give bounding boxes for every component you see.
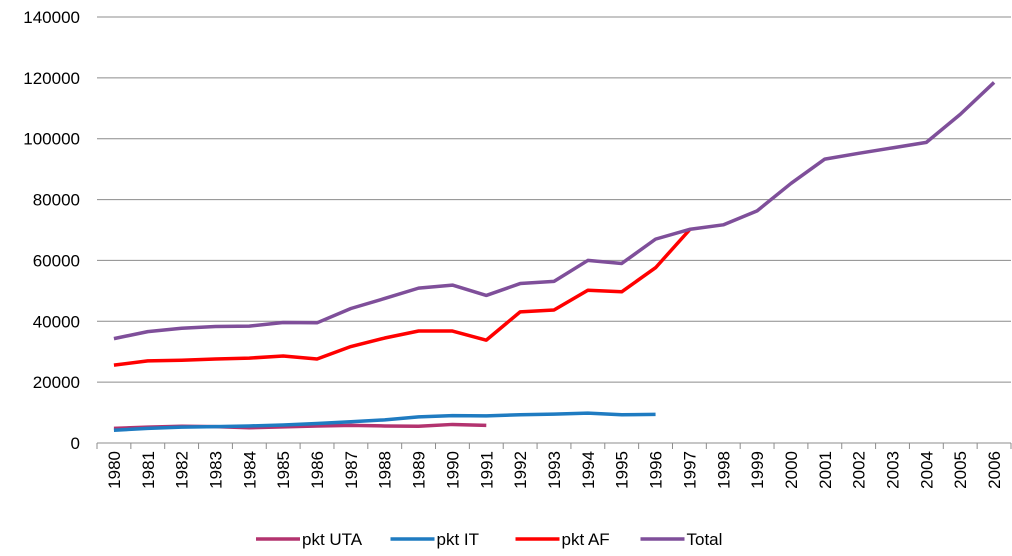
x-tick-label: 1999 [748, 451, 767, 489]
x-tick-label: 2005 [951, 451, 970, 489]
y-tick-label: 20000 [33, 373, 80, 392]
x-tick-label: 1994 [579, 451, 598, 489]
x-tick-label: 1982 [173, 451, 192, 489]
line-series [113, 411, 656, 432]
x-tick-label: 1995 [613, 451, 632, 489]
x-tick-label: 2004 [917, 451, 936, 489]
legend-label: Total [687, 530, 723, 549]
x-tick-label: 1984 [240, 451, 259, 489]
x-tick-label: 1986 [308, 451, 327, 489]
y-tick-label: 120000 [23, 69, 80, 88]
x-tick-label: 1997 [680, 451, 699, 489]
x-tick-label: 1991 [477, 451, 496, 489]
x-tick-label: 2006 [985, 451, 1004, 489]
legend-label: pkt IT [437, 530, 480, 549]
x-tick-label: 1987 [342, 451, 361, 489]
x-tick-label: 2000 [782, 451, 801, 489]
y-tick-label: 40000 [33, 312, 80, 331]
x-tick-label: 2002 [850, 451, 869, 489]
x-tick-label: 1985 [274, 451, 293, 489]
y-tick-label: 0 [71, 434, 80, 453]
x-tick-label: 1988 [376, 451, 395, 489]
x-tick-label: 1992 [511, 451, 530, 489]
x-tick-label: 1996 [647, 451, 666, 489]
line-series [113, 228, 691, 367]
x-tick-label: 1983 [206, 451, 225, 489]
x-tick-label: 1990 [443, 451, 462, 489]
legend-label: pkt AF [562, 530, 610, 549]
x-tick-label: 1998 [714, 451, 733, 489]
legend-label: pkt UTA [302, 530, 363, 549]
y-tick-label: 100000 [23, 130, 80, 149]
x-tick-label: 1981 [139, 451, 158, 489]
line-series [113, 81, 996, 341]
x-tick-label: 1993 [545, 451, 564, 489]
y-tick-label: 140000 [23, 8, 80, 27]
x-tick-label: 1989 [410, 451, 429, 489]
x-tick-label: 1980 [105, 451, 124, 489]
x-tick-label: 2003 [884, 451, 903, 489]
x-tick-label: 2001 [816, 451, 835, 489]
y-tick-label: 80000 [33, 191, 80, 210]
y-tick-label: 60000 [33, 251, 80, 270]
